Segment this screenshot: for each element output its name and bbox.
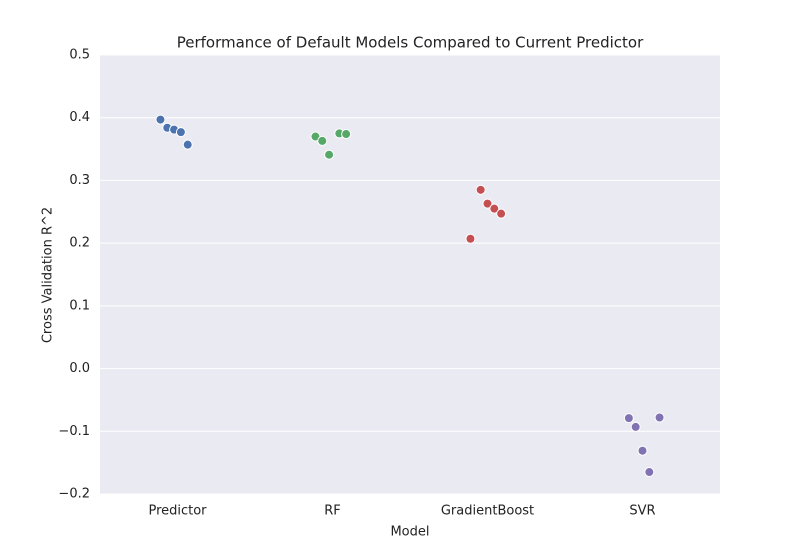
y-tick-label: 0.4 <box>69 110 90 125</box>
point <box>155 114 166 125</box>
x-tick-label: GradientBoost <box>441 504 534 519</box>
point <box>465 233 476 244</box>
point <box>482 198 493 209</box>
chart-title: Performance of Default Models Compared t… <box>177 34 644 52</box>
x-axis-label: Model <box>390 525 429 540</box>
point <box>341 129 352 140</box>
y-tick-label: 0.0 <box>69 361 90 376</box>
y-axis-label: Cross Validation R^2 <box>41 207 56 343</box>
x-tick-label: RF <box>324 504 341 519</box>
point <box>644 467 655 478</box>
x-tick-label: SVR <box>629 504 655 519</box>
y-tick-label: −0.2 <box>58 487 90 502</box>
point <box>496 208 507 219</box>
point <box>623 413 634 424</box>
point <box>317 135 328 146</box>
x-tick-label: Predictor <box>148 504 207 519</box>
point <box>324 149 335 160</box>
y-tick-label: 0.5 <box>69 48 90 63</box>
point <box>182 139 193 150</box>
y-tick-label: 0.1 <box>69 298 90 313</box>
point <box>475 184 486 195</box>
y-tick-label: −0.1 <box>58 424 90 439</box>
y-tick-label: 0.2 <box>69 236 90 251</box>
point <box>630 421 641 432</box>
point <box>175 127 186 138</box>
point <box>489 203 500 214</box>
point <box>637 445 648 456</box>
plot-area <box>100 55 720 494</box>
point <box>654 412 665 423</box>
y-tick-label: 0.3 <box>69 173 90 188</box>
